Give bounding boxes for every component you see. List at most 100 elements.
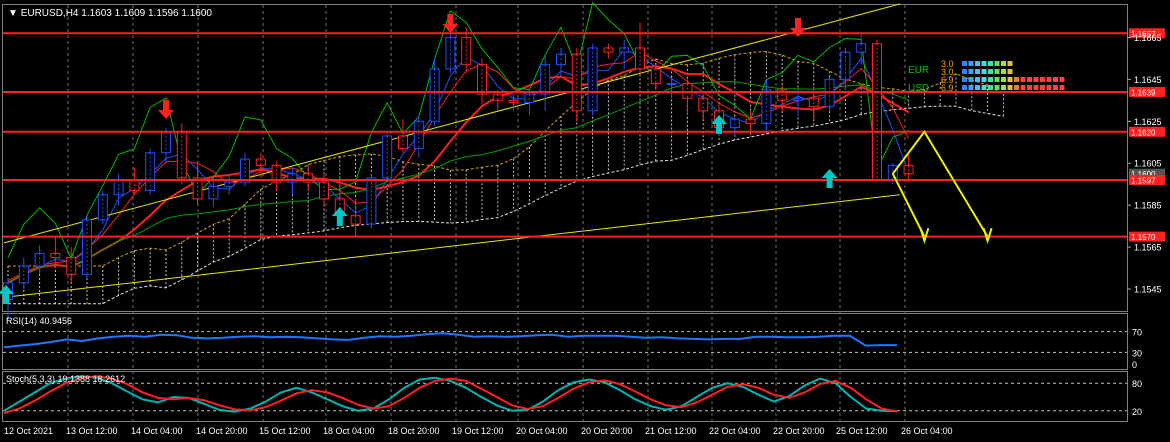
strength-cell	[1014, 85, 1019, 90]
price-tag-label: 1.1667	[1131, 30, 1156, 39]
strength-cell	[962, 85, 967, 90]
strength-cell	[981, 69, 987, 74]
candle-body	[240, 158, 250, 183]
x-axis-label: 20 Oct 04:00	[516, 426, 568, 436]
x-axis-label: 13 Oct 12:00	[66, 426, 118, 436]
rsi-line	[3, 332, 897, 349]
strength-cell	[1007, 61, 1013, 66]
projection-left	[891, 173, 926, 238]
strength-cell	[1033, 85, 1039, 90]
y-tick-label: 1.1605	[1134, 159, 1162, 169]
strength-cell	[1053, 85, 1058, 90]
strength-cell	[1001, 61, 1006, 66]
rsi-panel	[2, 313, 1128, 370]
x-axis-label: 26 Oct 04:00	[901, 426, 953, 436]
candles	[3, 22, 914, 321]
strength-cell	[1001, 85, 1006, 90]
x-axis-label: 15 Oct 12:00	[259, 426, 311, 436]
price-tag	[1129, 168, 1165, 179]
strength-cell	[975, 69, 980, 74]
strength-cell	[975, 85, 980, 90]
projection-right	[892, 130, 989, 238]
strength-cell	[975, 77, 980, 82]
y-tick-label: 1.1565	[1134, 243, 1162, 253]
currency-value: 3.0	[941, 67, 954, 77]
strength-cell	[962, 61, 967, 66]
ma-red-thin	[7, 51, 910, 282]
price-tag	[1129, 86, 1165, 97]
strength-cell	[988, 61, 993, 66]
cloud-span-a	[8, 50, 1004, 267]
x-axis-label: 25 Oct 12:00	[836, 426, 888, 436]
strength-cell	[1001, 77, 1006, 82]
strength-cell	[1020, 85, 1026, 90]
price-tag-label: 1.1639	[1131, 88, 1156, 97]
strength-cell	[981, 61, 987, 66]
strength-cell	[1040, 85, 1045, 90]
price-tag	[1129, 126, 1165, 137]
rsi-tick-label: 30	[1132, 348, 1142, 358]
y-tick-label: 1.1585	[1134, 201, 1162, 211]
stoch-tick-label: 20	[1132, 407, 1142, 417]
sell-arrow-icon	[790, 18, 806, 37]
candle-body	[666, 83, 677, 86]
strength-cell	[962, 69, 967, 74]
x-axis-label: 12 Oct 2021	[4, 426, 53, 436]
strength-cell	[981, 77, 987, 82]
lagging-span	[7, 1, 909, 260]
x-axis-label: 18 Oct 04:00	[323, 426, 375, 436]
buy-arrow-icon	[0, 285, 14, 304]
strength-cell	[988, 77, 993, 82]
price-tag-label: 1.1597	[1131, 177, 1156, 186]
strength-cell	[1027, 85, 1032, 90]
stoch-title: Stoch(5,3,3) 19.1388 18.2612	[6, 374, 125, 384]
strength-cell	[1007, 69, 1013, 74]
currency-name: USD	[908, 83, 929, 94]
main-panel	[2, 4, 1128, 312]
buy-arrow-icon	[711, 115, 727, 134]
strength-cell	[975, 61, 980, 66]
strength-cell	[1007, 77, 1013, 82]
arrowhead-left	[919, 227, 930, 245]
price-tag	[1129, 28, 1165, 39]
candle-body	[176, 131, 187, 179]
ma-blue	[7, 48, 910, 284]
price-tag-label: 1.1600	[1131, 170, 1156, 179]
buy-arrow-icon	[821, 169, 838, 188]
x-axis-label: 21 Oct 12:00	[645, 426, 697, 436]
rsi-title: RSI(14) 40.9456	[6, 316, 72, 326]
currency-name: EUR	[908, 65, 929, 76]
ma-green	[7, 81, 909, 284]
y-tick-label: 1.1665	[1134, 33, 1162, 43]
strength-cell	[1040, 77, 1045, 82]
strength-cell	[1059, 85, 1065, 90]
strength-cell	[994, 85, 1000, 90]
y-tick-label: 1.1545	[1134, 285, 1162, 295]
grid	[3, 5, 1127, 422]
strength-cell	[962, 77, 967, 82]
channel-lower	[3, 194, 901, 298]
strength-cell	[968, 69, 974, 74]
currency-value: 6.9	[941, 75, 954, 85]
strength-cell	[994, 61, 1000, 66]
strength-cell	[1046, 77, 1052, 82]
strength-cell	[1027, 77, 1032, 82]
rsi-tick-label: 0	[1132, 360, 1137, 370]
strength-cell	[1053, 77, 1058, 82]
x-axis-label: 14 Oct 20:00	[196, 426, 248, 436]
strength-cell	[968, 77, 974, 82]
x-axis-label: 19 Oct 12:00	[452, 426, 504, 436]
x-axis-label: 18 Oct 20:00	[388, 426, 440, 436]
x-axis-label: 14 Oct 04:00	[131, 426, 183, 436]
chart-title: ▼ EURUSD,H4 1.1603 1.1609 1.1596 1.1600	[8, 8, 212, 19]
strength-cell	[1001, 69, 1006, 74]
strength-cell	[1007, 85, 1013, 90]
currency-value: 3.0	[941, 59, 954, 69]
strength-cell	[981, 85, 987, 90]
y-tick-label: 1.1645	[1134, 75, 1162, 85]
strength-cell	[994, 69, 1000, 74]
channel-upper	[3, 3, 901, 244]
strength-cell	[1046, 85, 1052, 90]
